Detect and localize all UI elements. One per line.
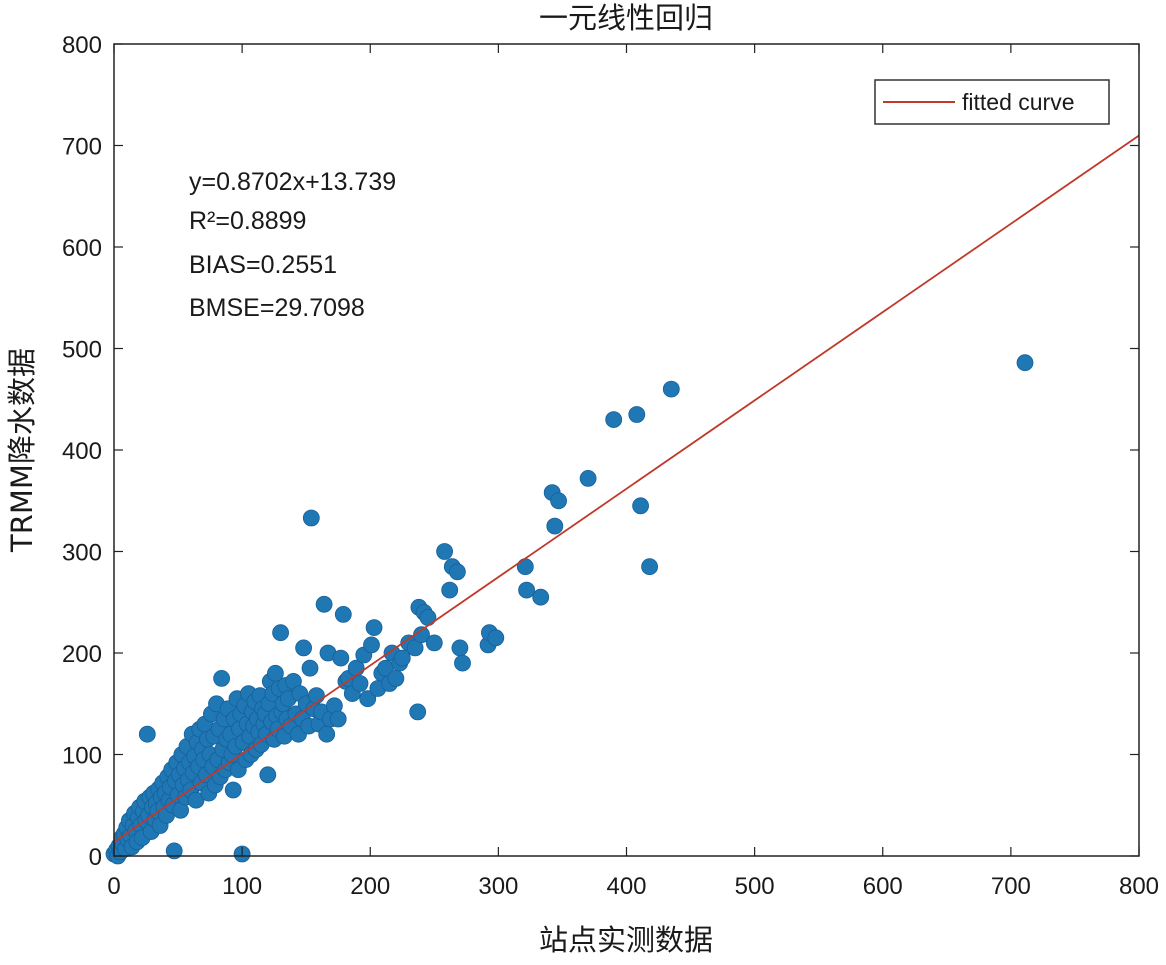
data-point (393, 649, 411, 667)
data-point (387, 670, 405, 687)
data-point (632, 497, 649, 515)
y-tick-label: 700 (62, 134, 102, 161)
data-point (662, 380, 680, 398)
data-point (315, 595, 333, 613)
bias-value: BIAS=0.2551 (189, 251, 337, 279)
legend: fitted curve (874, 79, 1110, 125)
y-tick-label: 300 (62, 540, 102, 567)
x-tick-label: 800 (1119, 873, 1159, 900)
data-point (425, 634, 443, 652)
r-squared-value: R²=0.8899 (189, 207, 306, 235)
x-axis-label: 站点实测数据 (539, 923, 713, 957)
data-point (365, 619, 383, 636)
data-point (628, 406, 646, 423)
regression-equation: y=0.8702x+13.739 (189, 168, 396, 196)
fitted-curve-layer (113, 134, 1140, 843)
y-tick-label: 600 (62, 235, 102, 262)
x-tick-labels: 0 100 200 300 400 500 600 700 800 (107, 873, 1159, 900)
data-point (641, 558, 658, 576)
data-point (307, 687, 325, 704)
data-point (451, 639, 469, 657)
data-points (105, 354, 1034, 865)
data-point (295, 639, 313, 657)
data-point (318, 725, 336, 743)
data-point (605, 411, 623, 429)
y-tick-label: 400 (62, 438, 102, 465)
x-tick-label: 400 (606, 873, 646, 900)
data-point (259, 766, 277, 784)
data-point (363, 636, 380, 654)
data-point (487, 629, 505, 647)
data-point (224, 781, 242, 799)
data-point (302, 509, 320, 527)
y-tick-labels: 0 100 200 300 400 500 600 700 800 (62, 32, 102, 871)
data-point (441, 581, 459, 599)
chart-title: 一元线性回归 (539, 1, 713, 35)
data-point (359, 690, 377, 708)
x-tick-label: 600 (863, 873, 903, 900)
data-point (301, 659, 319, 677)
x-tick-label: 200 (350, 873, 390, 900)
x-tick-label: 300 (478, 873, 518, 900)
data-point (272, 624, 290, 642)
data-point (518, 581, 535, 599)
y-tick-label: 0 (89, 844, 102, 871)
data-point (532, 588, 550, 606)
x-tick-label: 100 (222, 873, 262, 900)
y-tick-label: 100 (62, 743, 102, 770)
data-point (329, 710, 347, 728)
data-point (409, 703, 427, 721)
data-point (516, 558, 534, 576)
y-tick-label: 500 (62, 337, 102, 364)
regression-stats: y=0.8702x+13.739 R²=0.8899 BIAS=0.2551 B… (189, 168, 396, 322)
legend-entry-fitted-curve: fitted curve (962, 89, 1075, 115)
data-point (138, 725, 156, 743)
data-point (165, 842, 183, 860)
fitted-curve-line (113, 134, 1140, 843)
x-tick-label: 0 (107, 873, 120, 900)
data-point (334, 606, 352, 623)
data-point (454, 654, 471, 672)
y-axis-label: TRMM降水数据 (5, 348, 39, 553)
y-tick-label: 800 (62, 32, 102, 59)
data-point (546, 517, 564, 535)
y-tick-label: 200 (62, 641, 102, 668)
data-point (550, 492, 567, 510)
data-point (419, 609, 437, 626)
data-point (187, 791, 205, 809)
bmse-value: BMSE=29.7098 (189, 294, 365, 322)
data-point (436, 543, 454, 560)
x-tick-label: 700 (991, 873, 1031, 900)
data-point (332, 649, 350, 667)
data-point (1016, 354, 1034, 372)
data-point (448, 563, 466, 581)
axis-ticks (113, 43, 1140, 857)
data-point (579, 469, 597, 487)
data-point (213, 670, 231, 687)
data-point (351, 675, 369, 692)
x-tick-label: 500 (735, 873, 775, 900)
